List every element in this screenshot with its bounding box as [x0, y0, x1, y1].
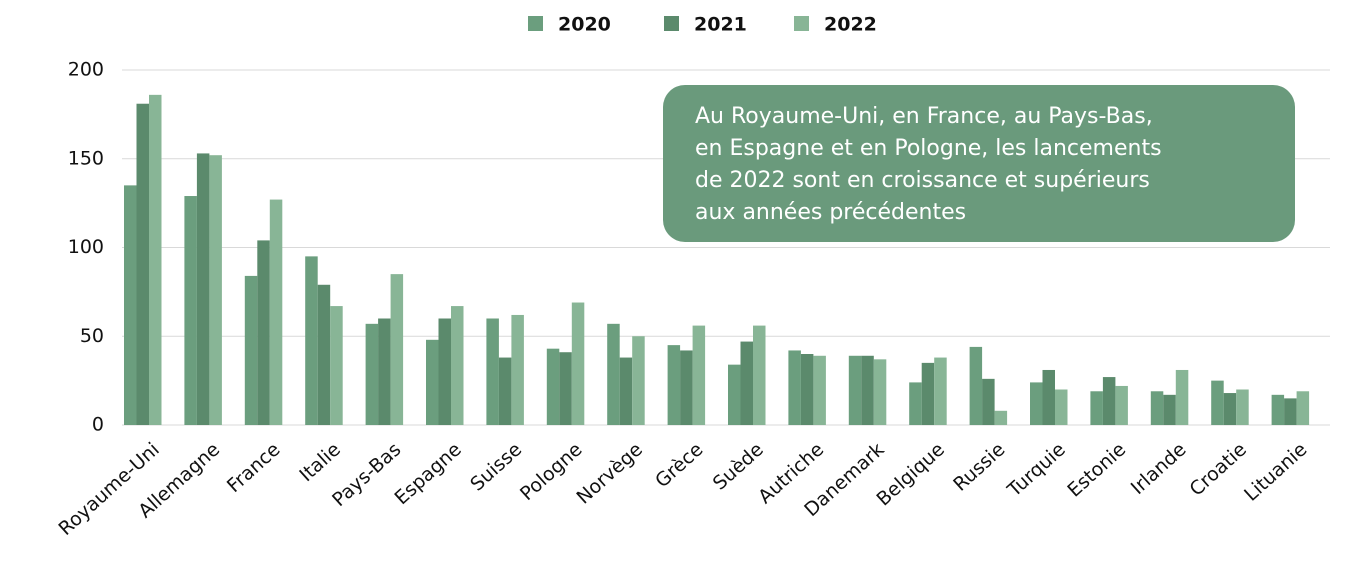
bar [921, 362, 935, 425]
x-tick-label: Lituanie [1240, 438, 1311, 505]
bar [184, 196, 197, 425]
bar [1271, 394, 1285, 425]
legend-label: 2022 [824, 14, 877, 36]
bar [632, 336, 645, 425]
bar [438, 318, 451, 425]
bar [269, 199, 283, 425]
x-tick-label: Espagne [391, 438, 466, 509]
bar [728, 364, 741, 425]
bar [607, 323, 620, 425]
bar [486, 318, 499, 425]
bar [390, 274, 404, 425]
bar [1223, 393, 1237, 425]
bar [1115, 385, 1128, 425]
bar [257, 240, 270, 425]
bar [1102, 377, 1116, 425]
bar [994, 410, 1008, 425]
bar [1211, 380, 1224, 425]
bar [546, 348, 560, 425]
x-tick-label: Italie [295, 438, 345, 486]
bar [317, 284, 331, 425]
x-tick-label: Grèce [651, 438, 707, 492]
bar [934, 357, 947, 425]
legend-label: 2020 [558, 14, 611, 36]
bar [861, 355, 874, 425]
bar [1055, 389, 1068, 425]
y-tick-label: 100 [68, 236, 104, 258]
y-tick-label: 150 [68, 147, 104, 169]
bar [209, 155, 222, 425]
legend-swatch [664, 16, 679, 31]
bar [1296, 391, 1310, 425]
annotation-box [663, 85, 1295, 242]
bar [1150, 391, 1164, 425]
bar [982, 378, 995, 425]
bar [909, 382, 922, 425]
bar [305, 256, 318, 425]
x-tick-label: Norvège [573, 438, 647, 508]
bar [498, 357, 512, 425]
legend-swatch [794, 16, 809, 31]
bar [667, 345, 681, 425]
bar [1284, 398, 1297, 425]
bar [244, 275, 258, 425]
x-tick-label: France [223, 438, 285, 497]
x-tick-label: Suède [709, 438, 768, 494]
bar [571, 302, 585, 425]
annotation-text: de 2022 sont en croissance et supérieurs [695, 168, 1150, 193]
y-tick-label: 50 [80, 325, 104, 347]
annotation-text: en Espagne et en Pologne, les lancements [695, 136, 1162, 161]
bar [1090, 391, 1103, 425]
bar [511, 314, 524, 425]
bar [619, 357, 633, 425]
y-tick-label: 0 [92, 414, 104, 436]
bar [753, 325, 766, 425]
x-tick-label: Irlande [1127, 438, 1191, 499]
bar [1163, 394, 1176, 425]
bar [800, 354, 814, 425]
bar [813, 355, 826, 425]
annotation-text: Au Royaume-Uni, en France, au Pays-Bas, [695, 104, 1153, 129]
bar [149, 94, 162, 425]
bar [559, 352, 572, 425]
bar [124, 185, 137, 425]
x-tick-label: Turquie [1003, 438, 1070, 501]
bar [680, 350, 693, 425]
bar [848, 355, 862, 425]
y-tick-label: 200 [68, 59, 104, 81]
bar [378, 318, 391, 425]
bar [136, 103, 149, 425]
bar [1236, 389, 1249, 425]
legend-swatch [528, 16, 543, 31]
bar [365, 323, 379, 425]
bar [692, 325, 706, 425]
bar [426, 339, 439, 425]
bar [873, 359, 887, 425]
bar [1030, 382, 1043, 425]
bar [788, 350, 801, 425]
annotation-text: aux années précédentes [695, 200, 966, 225]
x-tick-label: Royaume-Uni [55, 438, 164, 539]
bar [740, 341, 753, 425]
x-tick-label: Estonie [1063, 438, 1130, 501]
x-tick-label: Belgique [872, 438, 949, 510]
legend-label: 2021 [694, 14, 747, 36]
bar [196, 153, 210, 426]
bar [969, 346, 983, 425]
bar [451, 306, 464, 425]
x-tick-label: Russie [949, 438, 1009, 495]
bar [1042, 369, 1055, 425]
bar [330, 306, 343, 425]
bar [1175, 369, 1189, 425]
